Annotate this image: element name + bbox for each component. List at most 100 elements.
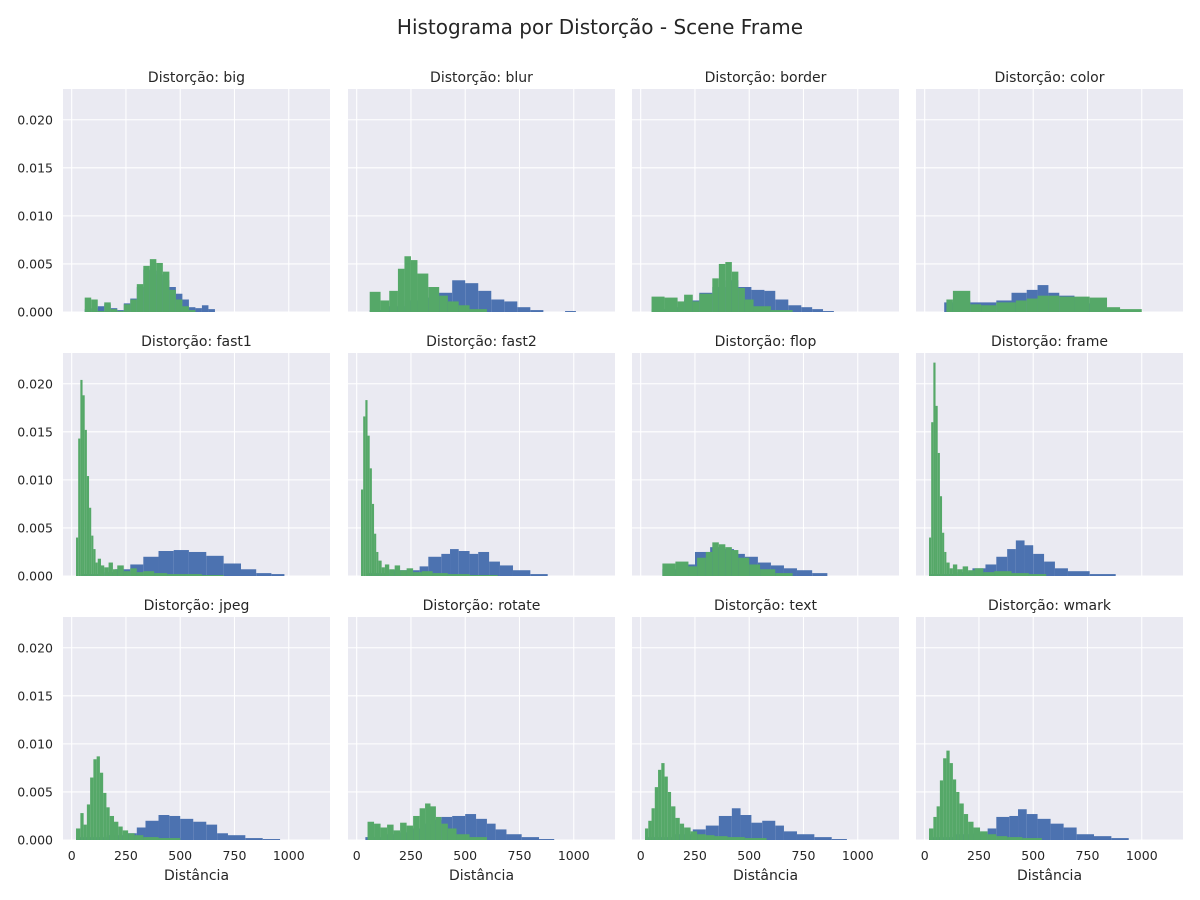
x-tick-label: 1000 — [558, 848, 590, 863]
histogram-bar-green — [939, 780, 944, 840]
x-tick-label: 500 — [453, 848, 477, 863]
histogram-panel: Distorção: jpeg 0.000 0.005 0.010 0.015 0.020… — [17, 598, 330, 884]
histogram-bar-green — [89, 507, 92, 576]
histogram-bar-green — [968, 570, 975, 576]
histogram-bar-blue — [1054, 568, 1068, 576]
panel-title: Distorção: rotate — [423, 598, 541, 614]
histogram-bar-blue — [783, 831, 797, 840]
histogram-bar-green — [1015, 300, 1027, 312]
histogram-bar-green — [80, 379, 83, 576]
series-green — [929, 750, 1042, 840]
histogram-bar-blue — [469, 553, 479, 576]
histogram-bar-green — [1059, 296, 1075, 312]
histogram-bar-blue — [182, 299, 189, 312]
histogram-bar-green — [456, 834, 470, 840]
histogram-bar-green — [378, 560, 382, 576]
histogram-bar-green — [690, 831, 698, 840]
histogram-bar-green — [374, 533, 377, 576]
histogram-bar-blue — [271, 574, 285, 576]
histogram-bar-blue — [831, 839, 847, 840]
histogram-bar-blue — [486, 823, 496, 840]
histogram-panel: Distorção: color — [916, 70, 1183, 313]
histogram-bar-green — [384, 564, 390, 576]
histogram-panel: Distorção: flop — [632, 334, 899, 577]
histogram-bar-green — [112, 569, 118, 576]
histogram-bar-green — [103, 792, 107, 840]
y-tick-label: 0.020 — [17, 112, 53, 127]
panel-title: Distorção: frame — [991, 334, 1108, 350]
histogram-bar-green — [149, 259, 157, 312]
histogram-bar-green — [404, 256, 411, 312]
histogram-panel: Distorção: fast1 0.000 0.005 0.010 0.015 0.02… — [17, 334, 330, 584]
histogram-bar-green — [944, 551, 947, 576]
histogram-bar-blue — [1089, 574, 1116, 576]
y-tick-label: 0.020 — [17, 376, 53, 391]
x-tick-label: 750 — [1076, 848, 1100, 863]
histogram-bar-green — [662, 563, 676, 576]
histogram-bar-blue — [97, 306, 105, 312]
y-tick-label: 0.000 — [17, 833, 53, 848]
histogram-bar-blue — [1111, 838, 1129, 840]
histogram-bar-blue — [812, 309, 824, 312]
figure-title: Histograma por Distorção - Scene Frame — [397, 15, 803, 39]
histogram-bar-green — [699, 293, 713, 312]
histogram-bar-green — [933, 362, 936, 576]
histogram-bar-blue — [788, 305, 802, 312]
histogram-bar-green — [86, 804, 91, 840]
histogram-bar-green — [84, 297, 92, 312]
histogram-bar-green — [664, 776, 668, 840]
histogram-bar-green — [974, 568, 984, 576]
x-tick-label: 250 — [967, 848, 991, 863]
histogram-bar-green — [931, 422, 934, 576]
histogram-bar-green — [651, 808, 655, 840]
histogram-bar-green — [117, 565, 124, 576]
histogram-bar-green — [718, 263, 726, 312]
panel-title: Distorção: blur — [430, 70, 533, 86]
panels-group: Distorção: big0.0000.0050.0100.0150.020D… — [17, 70, 1183, 884]
histogram-bar-green — [410, 260, 418, 312]
histogram-bar-green — [654, 787, 659, 840]
axes-background — [348, 617, 615, 840]
histogram-panel: Distorção: fast2 — [348, 334, 615, 577]
histogram-bar-green — [760, 569, 776, 576]
histogram-bar-green — [1107, 307, 1121, 312]
histogram-bar-green — [952, 779, 957, 840]
histogram-bar-green — [123, 571, 131, 576]
histogram-bar-green — [714, 836, 728, 840]
axes-background — [916, 353, 1183, 576]
histogram-bar-green — [942, 532, 945, 576]
histogram-bar-green — [400, 822, 407, 840]
panel-title: Distorção: border — [705, 70, 827, 86]
histogram-bar-green — [435, 816, 442, 840]
y-tick-label: 0.015 — [17, 424, 53, 439]
x-tick-label: 750 — [792, 848, 816, 863]
histogram-bar-green — [731, 271, 739, 312]
histogram-bar-green — [744, 838, 767, 840]
histogram-bar-blue — [775, 825, 784, 840]
series-green — [76, 379, 224, 576]
histogram-bar-green — [130, 568, 137, 576]
histogram-bar-blue — [499, 565, 513, 576]
histogram-bar-green — [935, 405, 938, 576]
histogram-bar-green — [1120, 309, 1142, 312]
axes-background — [916, 617, 1183, 840]
histogram-panel: Distorção: text 0 250 500 750 1000 Distância — [632, 598, 899, 884]
y-tick-label: 0.005 — [17, 520, 53, 535]
histogram-bar-blue — [489, 561, 500, 576]
histogram-bar-green — [697, 834, 706, 840]
series-green — [84, 259, 196, 312]
x-tick-label: 750 — [223, 848, 247, 863]
histogram-bar-green — [712, 542, 719, 576]
histogram-bar-green — [425, 803, 431, 840]
histogram-bar-green — [671, 806, 676, 840]
histogram-bar-green — [469, 575, 498, 576]
histogram-bar-green — [100, 565, 105, 576]
histogram-bar-green — [946, 562, 950, 576]
series-blue — [645, 808, 847, 840]
histogram-bar-blue — [718, 815, 732, 840]
x-tick-label: 1000 — [273, 848, 305, 863]
histogram-bar-green — [980, 831, 988, 840]
histogram-bar-blue — [478, 290, 492, 312]
panel-title: Distorção: fast1 — [141, 334, 252, 350]
histogram-bar-green — [365, 400, 368, 576]
